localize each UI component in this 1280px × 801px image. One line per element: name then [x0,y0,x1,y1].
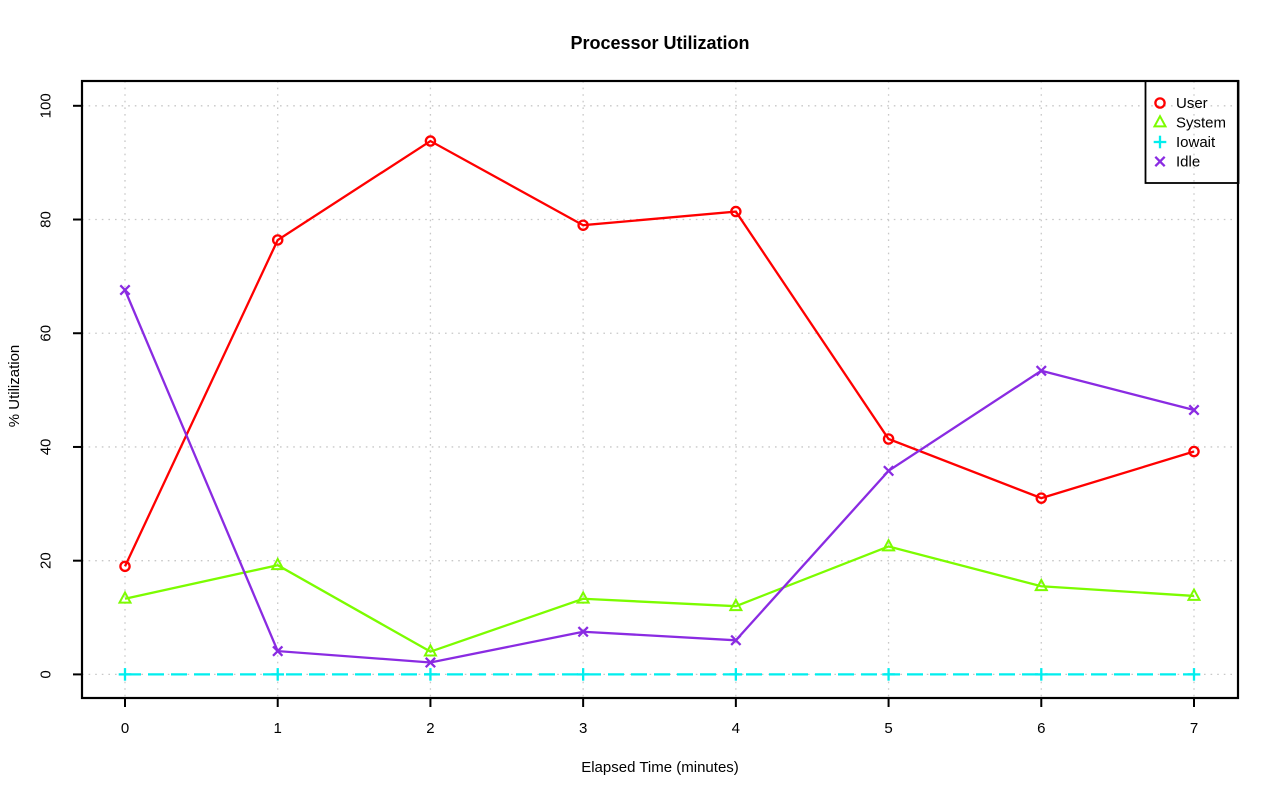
legend-box [1144,80,1240,184]
x-marker [577,626,589,638]
y-tick-label: 0 [38,670,55,678]
x-marker [883,465,895,477]
circle-marker [1154,97,1166,109]
x-tick-label: 2 [426,720,434,737]
x-marker [1154,155,1166,168]
y-tick-label: 20 [38,552,55,569]
y-tick-label: 100 [38,93,55,118]
plot-box [80,79,1240,700]
legend-label-iowait: Iowait [1176,134,1216,151]
triangle-marker [728,597,744,612]
chart-title: Processor Utilization [570,33,750,53]
x-tick-label: 3 [579,720,587,737]
triangle-marker [1186,587,1202,601]
triangle-marker [1152,114,1168,128]
y-tick-label: 60 [38,325,55,342]
y-tick-label: 80 [38,211,55,228]
x-marker [272,645,284,657]
series-line-idle [123,289,1195,664]
legend-label-user: User [1176,95,1208,112]
x-marker [119,284,131,296]
legend-label-idle: Idle [1176,154,1200,171]
circle-marker [271,234,284,246]
y-tick-label: 40 [38,439,55,456]
series-line-user [123,139,1195,567]
legend-label-system: System [1176,115,1226,132]
circle-marker [119,560,131,573]
circle-marker [424,135,437,147]
x-tick-label: 6 [1037,720,1045,737]
x-marker [1035,365,1047,377]
circle-marker [730,205,742,218]
x-tick-label: 7 [1190,720,1198,737]
x-tick-label: 4 [732,720,740,737]
x-tick-label: 1 [274,720,282,737]
x-marker [730,634,742,646]
series-line-system [124,545,1195,653]
triangle-marker [1034,577,1049,592]
x-tick-label: 0 [121,720,129,737]
x-axis-label: Elapsed Time (minutes) [581,759,739,776]
circle-marker [577,219,589,231]
triangle-marker [117,590,133,604]
circle-marker [1188,445,1200,458]
circle-marker [1035,492,1048,504]
circle-marker [882,433,895,445]
triangle-marker [881,538,896,552]
x-marker [424,656,436,668]
x-tick-label: 5 [884,720,892,737]
x-marker [1188,404,1200,416]
triangle-marker [423,643,438,657]
triangle-marker [270,556,285,571]
triangle-marker [575,590,591,604]
